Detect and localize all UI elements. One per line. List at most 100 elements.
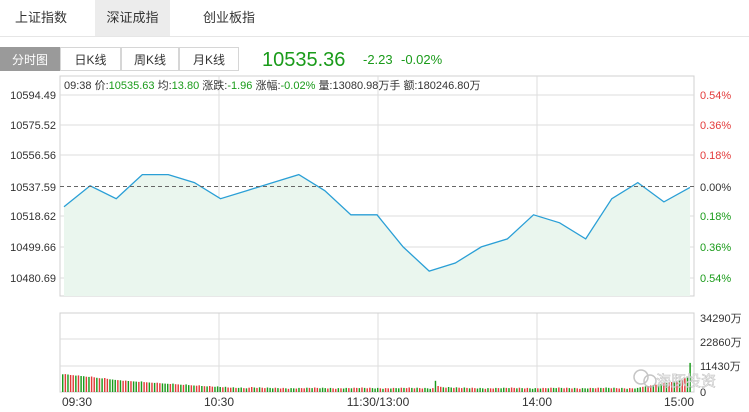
volume-bar [652, 385, 655, 392]
tab-shenzhen-component[interactable]: 深证成指 [95, 0, 170, 36]
wechat-icon-bubble [643, 374, 657, 388]
volume-bar [581, 388, 584, 392]
volume-bar [264, 388, 266, 392]
volume-bar [337, 388, 340, 392]
volume-bar [555, 388, 557, 392]
volume-bar [602, 388, 605, 392]
volume-bar [93, 377, 95, 392]
volume-bar [261, 387, 263, 392]
volume-bar [398, 388, 400, 392]
volume-bar [64, 374, 67, 392]
volume-bar [566, 387, 568, 392]
volume-bar [324, 388, 326, 392]
volume-bar [458, 387, 460, 392]
percent-tick-label: 0.00% [700, 182, 731, 194]
volume-bar [298, 387, 300, 392]
volume-bar [644, 386, 647, 392]
time-tick-label: 14:00 [522, 395, 552, 409]
volume-bar [122, 380, 124, 392]
volume-bar [592, 388, 594, 392]
info-bar-segment: 09:38 [64, 80, 95, 92]
volume-bar [534, 388, 536, 392]
volume-bar [608, 387, 610, 392]
volume-bar [167, 383, 169, 392]
volume-bar [526, 387, 529, 392]
volume-bar [657, 384, 660, 392]
intraday-button[interactable]: 分时图 [0, 47, 60, 71]
volume-bar [447, 387, 450, 392]
volume-bar [125, 380, 127, 392]
info-bar-segment: 180246.80万 [418, 80, 481, 92]
volume-bar [151, 382, 153, 392]
monthly-k-button[interactable]: 月K线 [179, 47, 239, 71]
volume-bar [251, 387, 253, 392]
percent-tick-label: 0.36% [700, 120, 731, 132]
volume-bar [96, 377, 98, 392]
volume-bar [159, 383, 161, 392]
volume-bar [180, 384, 182, 392]
volume-bar [209, 386, 211, 392]
price-tick-label: 10518.62 [10, 211, 56, 223]
volume-bar [114, 379, 116, 392]
volume-bar [182, 384, 185, 392]
volume-bar [153, 382, 156, 392]
volume-bar [461, 388, 463, 392]
volume-bar [689, 362, 691, 392]
volume-bar [303, 388, 305, 392]
volume-bar [476, 388, 479, 392]
volume-tick-label: 22860万 [700, 337, 742, 349]
volume-bar [550, 387, 552, 392]
volume-bar [237, 387, 240, 392]
volume-bar [269, 387, 271, 392]
info-bar-segment: 量: [318, 79, 332, 92]
volume-bar [445, 387, 447, 392]
current-price: 10535.36 [262, 49, 346, 71]
volume-bar [127, 381, 130, 392]
volume-bar [300, 388, 303, 392]
volume-bar [421, 388, 424, 392]
volume-bar [348, 388, 350, 392]
tab-shanghai-index[interactable]: 上证指数 [14, 10, 67, 25]
volume-bar [568, 388, 571, 392]
volume-bar [468, 388, 471, 392]
volume-bar [177, 384, 179, 392]
volume-bar [560, 387, 563, 392]
tab-chinext-index[interactable]: 创业板指 [202, 10, 255, 25]
volume-bar [492, 388, 494, 392]
volume-bar [282, 387, 284, 392]
volume-bar [371, 388, 374, 392]
daily-k-button[interactable]: 日K线 [60, 47, 121, 71]
price-tick-label: 10556.56 [10, 150, 56, 162]
volume-bar [345, 387, 347, 392]
volume-bar [62, 374, 64, 392]
volume-bar [306, 387, 308, 392]
info-bar-segment: 涨幅: [255, 79, 280, 92]
volume-bar [442, 387, 445, 392]
volume-bar [188, 385, 190, 392]
volume-bar [146, 382, 148, 392]
volume-bar [72, 375, 74, 392]
volume-bar [665, 382, 668, 392]
volume-bar [164, 383, 166, 392]
chart-toolbar: 分时图 日K线 周K线 月K线 10535.36 -2.23 -0.02% [0, 46, 749, 74]
volume-bar [243, 388, 245, 392]
volume-bar [356, 387, 358, 392]
volume-bar [484, 388, 487, 392]
volume-bar [571, 388, 573, 392]
volume-bar [539, 388, 542, 392]
volume-bar [287, 388, 290, 392]
volume-bar [311, 388, 313, 392]
volume-bar [600, 387, 602, 392]
volume-bar [647, 386, 649, 392]
volume-bar [668, 382, 670, 392]
volume-bar [75, 375, 77, 392]
volume-bar [513, 387, 515, 392]
volume-bar [240, 387, 242, 392]
volume-bar [314, 387, 316, 392]
watermark: 海豚投资 [633, 369, 716, 390]
weekly-k-button[interactable]: 周K线 [121, 47, 179, 71]
volume-bar [510, 387, 513, 392]
volume-bar [634, 388, 636, 392]
volume-bar [374, 388, 376, 392]
volume-bar [274, 387, 277, 392]
